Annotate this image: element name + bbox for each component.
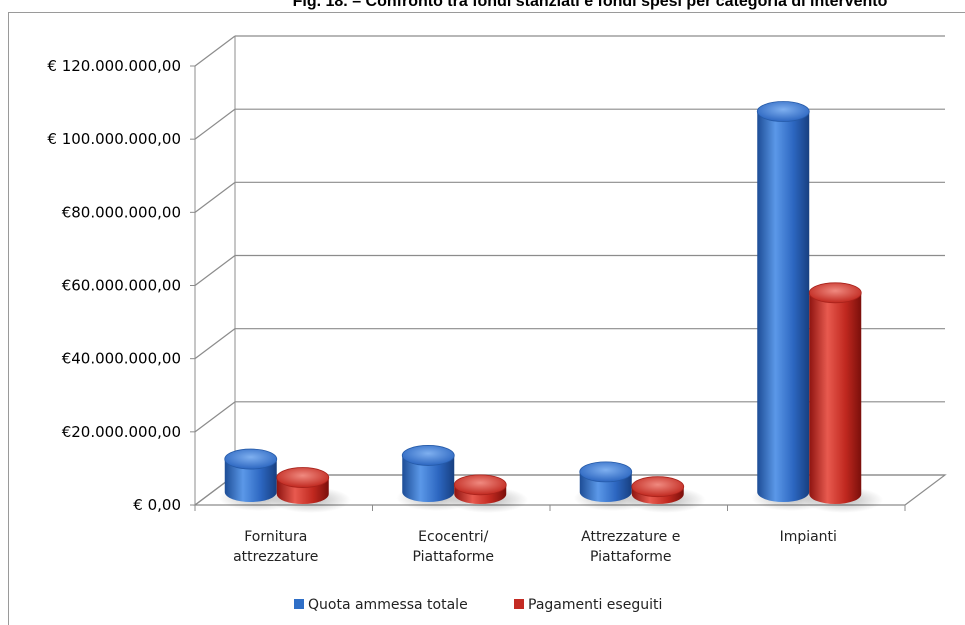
bar xyxy=(224,448,278,502)
y-tick-label: € 120.000.000,00 xyxy=(47,57,181,75)
gridline-side xyxy=(194,181,236,213)
legend-item: Quota ammessa totale xyxy=(294,597,468,613)
legend-swatch xyxy=(514,599,524,609)
bar-body xyxy=(402,455,455,502)
bar xyxy=(756,101,810,503)
legend-label: Quota ammessa totale xyxy=(308,597,468,613)
y-tick-label: € 100.000.000,00 xyxy=(47,130,181,148)
chart-frame xyxy=(8,12,965,625)
x-tick-label: Fornitura attrezzature xyxy=(233,529,318,565)
bar-top xyxy=(631,476,685,498)
gridline-side xyxy=(194,328,236,360)
y-tick-label: €40.000.000,00 xyxy=(62,350,181,368)
bar-body xyxy=(757,111,810,503)
y-tick-label: €60.000.000,00 xyxy=(62,277,181,295)
bar xyxy=(808,282,862,504)
legend: Quota ammessa totale Pagamenti eseguiti xyxy=(294,597,662,613)
gridline-side xyxy=(194,255,236,286)
gridline-side xyxy=(194,108,236,140)
bar-top xyxy=(401,445,455,466)
bar-top xyxy=(224,448,278,470)
bar xyxy=(631,476,685,504)
bars xyxy=(218,101,884,513)
bar-body xyxy=(809,292,862,504)
y-axis-ticks: € 0,00 €20.000.000,00 €40.000.000,00 €60.00… xyxy=(47,57,181,514)
y-tick-label: € 0,00 xyxy=(133,496,181,514)
gridline-side xyxy=(194,401,236,433)
bar xyxy=(579,461,633,502)
x-tick-label: Impianti xyxy=(780,529,837,545)
bar-top xyxy=(276,467,330,488)
bar-body xyxy=(224,459,277,502)
chart-title: Fig. 18. – Confronto tra fondi stanziati… xyxy=(293,0,888,10)
bar-top xyxy=(808,282,862,304)
legend-item: Pagamenti eseguiti xyxy=(514,597,662,613)
bar xyxy=(401,445,455,502)
legend-label: Pagamenti eseguiti xyxy=(528,597,662,613)
y-tick-label: €80.000.000,00 xyxy=(62,203,181,221)
bar-top xyxy=(453,474,507,496)
x-axis-labels: Fornitura attrezzature Ecocentri/Piattafor… xyxy=(233,529,837,565)
bar-top xyxy=(756,101,810,122)
x-tick-label: Attrezzature e Piattaforme xyxy=(581,529,680,565)
bar xyxy=(453,474,507,504)
legend-swatch xyxy=(294,599,304,609)
bar-top xyxy=(579,461,633,483)
x-tick-label: Ecocentri/Piattaforme xyxy=(413,529,494,565)
y-tick-label: €20.000.000,00 xyxy=(62,423,181,441)
bar xyxy=(276,467,330,504)
gridline-side xyxy=(194,35,236,67)
